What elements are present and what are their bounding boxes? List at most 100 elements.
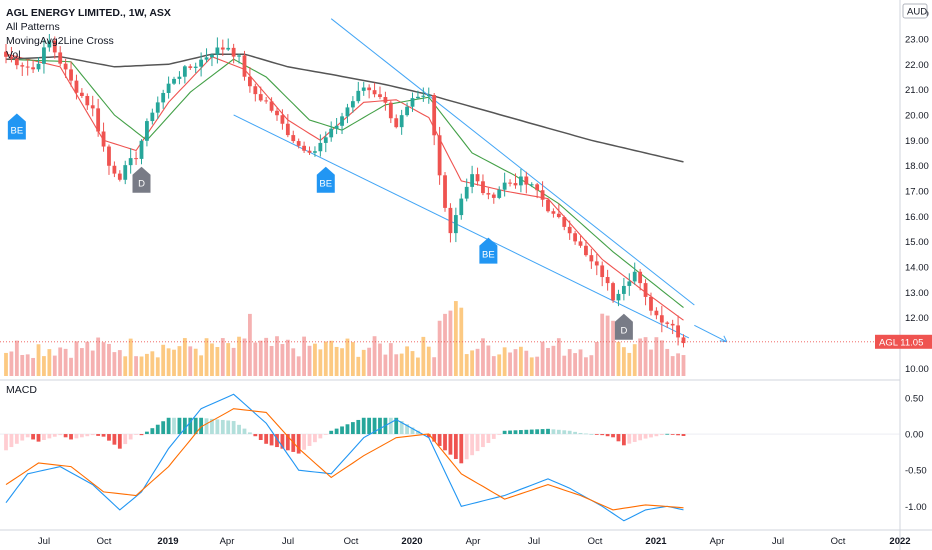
candle-body <box>226 47 231 50</box>
volume-bar <box>546 347 550 376</box>
candle-body <box>383 97 388 103</box>
candle-body <box>367 87 372 91</box>
candle-body <box>291 135 296 142</box>
volume-bar <box>654 337 659 376</box>
volume-bar <box>182 338 187 376</box>
candle-body <box>177 76 182 79</box>
macd-histogram-bar <box>632 434 637 442</box>
candle-body <box>459 198 464 216</box>
macd-pane-label: MACD <box>6 384 37 396</box>
candle-body <box>14 58 19 66</box>
macd-histogram-bar <box>323 434 328 435</box>
volume-bar <box>172 349 176 376</box>
candle-body <box>632 271 637 282</box>
price-tick-label: 10.00 <box>905 364 929 375</box>
candle-body <box>350 101 355 108</box>
macd-histogram-bar <box>416 430 420 435</box>
candle-body <box>372 90 377 95</box>
macd-histogram-bar <box>600 434 605 436</box>
macd-histogram-bar <box>280 434 285 449</box>
volume-bar <box>31 357 35 376</box>
volume-bar <box>486 345 491 376</box>
macd-histogram-bar <box>676 434 680 436</box>
candle-body <box>416 96 420 99</box>
volume-bar <box>670 356 675 376</box>
candle-body <box>58 52 63 64</box>
macd-histogram-bar <box>524 429 529 435</box>
volume-bar <box>665 348 670 376</box>
pattern-marker-shape <box>132 166 151 193</box>
time-tick-label: Apr <box>220 536 235 547</box>
macd-histogram-bar <box>453 434 458 459</box>
macd-histogram-bar <box>481 434 485 448</box>
candle-body <box>426 95 431 97</box>
indicator-all-patterns[interactable]: All Patterns <box>6 21 60 33</box>
price-tick-label: 18.00 <box>905 161 929 172</box>
macd-histogram-bar <box>426 434 431 438</box>
macd-histogram-bar <box>464 434 469 460</box>
candle-body <box>199 59 204 67</box>
pattern-marker-shape <box>7 113 26 140</box>
volume-bar <box>177 346 182 376</box>
candle-body <box>329 128 334 138</box>
indicator-volume[interactable]: Vol <box>6 49 21 61</box>
candle-body <box>90 105 95 109</box>
pattern-marker-label: D <box>138 179 145 190</box>
volume-bar <box>605 315 610 376</box>
volume-bar <box>421 336 426 376</box>
candle-body <box>79 92 84 96</box>
volume-bar <box>52 355 57 376</box>
macd-histogram-bar <box>85 434 90 437</box>
macd-histogram-bar <box>139 434 144 436</box>
volume-bar <box>215 347 220 376</box>
macd-histogram-bar <box>117 434 122 449</box>
time-tick-label: Oct <box>344 536 359 547</box>
volume-bar <box>204 338 209 376</box>
macd-histogram-bar <box>318 434 323 439</box>
volume-bar <box>535 356 540 376</box>
volume-bar <box>638 338 643 376</box>
macd-histogram-bar <box>242 428 247 435</box>
volume-bar <box>594 341 599 376</box>
volume-bar <box>383 354 388 376</box>
macd-histogram-bar <box>52 434 57 437</box>
macd-histogram-bar <box>161 421 166 435</box>
candle-body <box>540 190 545 200</box>
macd-histogram-bar <box>107 434 111 441</box>
volume-bar <box>334 346 339 376</box>
macd-signal-line <box>5 408 684 511</box>
pattern-marker-be: BE <box>316 166 335 193</box>
macd-histogram-bar <box>573 431 577 435</box>
volume-bar <box>302 336 306 376</box>
volume-bar <box>101 342 106 376</box>
macd-histogram-bar <box>210 418 214 435</box>
indicator-moving-avg-cross[interactable]: MovingAvg2Line Cross <box>6 35 114 47</box>
pattern-marker-be: BE <box>479 237 498 264</box>
price-tick-label: 17.00 <box>905 187 929 198</box>
macd-histogram-bar <box>497 434 502 435</box>
macd-histogram-bar <box>58 434 63 436</box>
time-tick-label: Apr <box>466 536 481 547</box>
volume-bar <box>405 346 409 376</box>
volume-bar <box>264 337 269 376</box>
volume-bar <box>258 340 263 376</box>
volume-bar <box>42 356 46 376</box>
candle-body <box>481 181 485 194</box>
macd-histogram-bar <box>166 417 171 435</box>
macd-histogram-bar <box>155 424 160 435</box>
candle-body <box>155 102 160 113</box>
macd-histogram-bar <box>356 419 361 435</box>
volume-bar <box>220 338 225 376</box>
volume-bar <box>600 313 605 376</box>
macd-histogram-bar <box>643 434 648 439</box>
macd-histogram-bar <box>47 434 52 439</box>
trendline <box>330 18 695 306</box>
candle-body <box>546 199 550 212</box>
macd-histogram-bar <box>307 434 312 446</box>
macd-histogram-bar <box>388 417 393 435</box>
candle-body <box>231 47 236 57</box>
price-tick-label: 14.00 <box>905 263 929 274</box>
macd-histogram-bar <box>9 434 14 448</box>
macd-histogram-bar <box>329 430 334 435</box>
